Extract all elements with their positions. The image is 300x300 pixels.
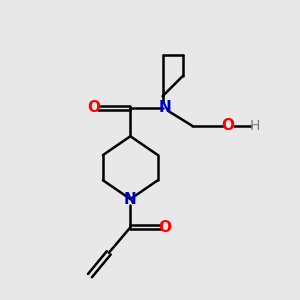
- Text: N: N: [124, 192, 137, 207]
- Text: N: N: [158, 100, 171, 116]
- Text: O: O: [158, 220, 171, 235]
- Text: O: O: [221, 118, 234, 133]
- Text: O: O: [87, 100, 101, 116]
- Text: H: H: [250, 119, 260, 133]
